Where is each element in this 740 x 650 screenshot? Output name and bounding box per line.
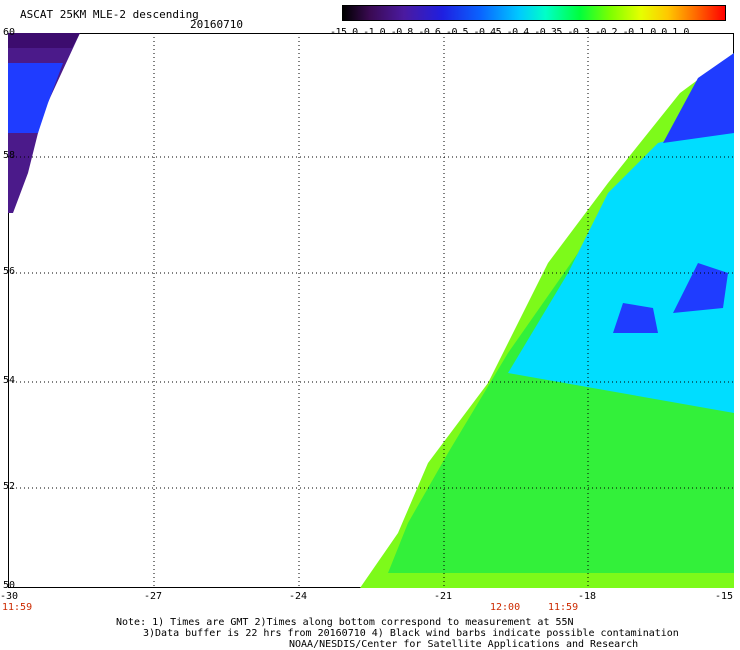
lon-label: -15 <box>715 591 734 602</box>
lon-label: -24 <box>289 591 308 602</box>
color-scale-bar <box>342 5 726 21</box>
right-swath <box>360 53 734 588</box>
lon-label: -30 <box>0 591 19 602</box>
lat-label: 52 <box>3 481 16 492</box>
map-title: ASCAT 25KM MLE-2 descending <box>20 8 199 21</box>
note-line-1: Note: 1) Times are GMT 2)Times along bot… <box>116 617 574 628</box>
note-line-3: NOAA/NESDIS/Center for Satellite Applica… <box>289 639 639 650</box>
time-label-mid1: 12:00 <box>490 602 521 613</box>
lat-label: 60 <box>3 27 16 38</box>
scatterometer-map <box>8 33 734 588</box>
lat-label: 58 <box>3 150 16 161</box>
lon-label: -21 <box>434 591 453 602</box>
right-swath-blue-patch-top <box>663 53 734 143</box>
upper-left-swath-dark-edge <box>8 33 80 48</box>
note-line-2: 3)Data buffer is 22 hrs from 20160710 4)… <box>143 628 679 639</box>
time-label-mid2: 11:59 <box>548 602 579 613</box>
color-scale-ticks: -15.0 -1.0 -0.8 -0.6 -0.5 -0.45 -0.4 -0.… <box>330 27 689 38</box>
upper-left-swath <box>8 33 80 213</box>
right-swath-blue-patch-low <box>613 303 658 333</box>
lon-label: -27 <box>144 591 163 602</box>
right-swath-blue-patch-mid <box>673 263 728 313</box>
time-label-left: 11:59 <box>2 602 33 613</box>
lat-label: 56 <box>3 266 16 277</box>
lat-label: 50 <box>3 580 16 591</box>
upper-left-swath-blue-patch <box>8 63 63 133</box>
map-date: 20160710 <box>190 18 243 31</box>
right-swath-cyan-band <box>508 123 734 413</box>
graticule <box>8 33 734 588</box>
lat-label: 54 <box>3 375 16 386</box>
lon-label: -18 <box>578 591 597 602</box>
